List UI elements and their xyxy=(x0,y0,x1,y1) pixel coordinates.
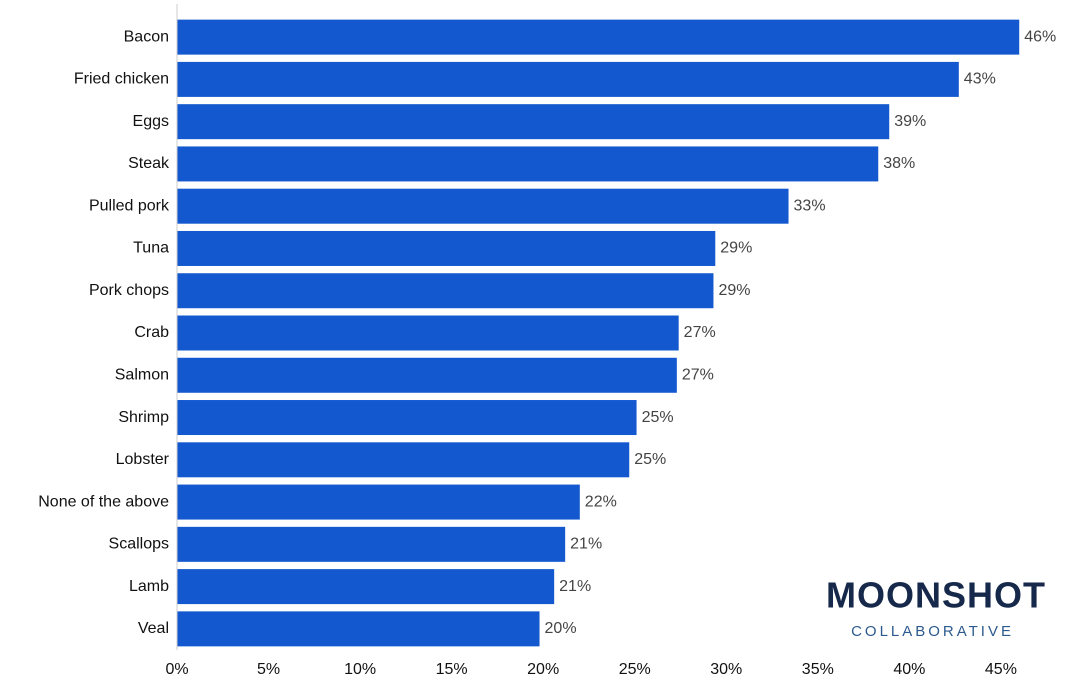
y-tick-label: Eggs xyxy=(133,113,169,130)
x-tick-label: 5% xyxy=(257,661,280,678)
value-label: 27% xyxy=(684,324,716,341)
bar xyxy=(177,61,959,97)
y-tick-label: Crab xyxy=(134,324,169,341)
value-label: 38% xyxy=(883,155,915,172)
bar xyxy=(177,569,555,605)
y-tick-label: Lamb xyxy=(129,578,169,595)
value-label: 25% xyxy=(642,409,674,426)
bar xyxy=(177,526,566,562)
value-label: 20% xyxy=(545,620,577,637)
y-tick-label: Bacon xyxy=(124,28,169,45)
bar xyxy=(177,400,637,436)
bar xyxy=(177,146,879,182)
bar xyxy=(177,188,789,224)
y-tick-label: Pulled pork xyxy=(89,197,170,214)
bar xyxy=(177,315,679,351)
value-label: 43% xyxy=(964,71,996,88)
value-label: 33% xyxy=(794,197,826,214)
bar xyxy=(177,230,716,266)
y-tick-label: Pork chops xyxy=(89,282,169,299)
bar xyxy=(177,19,1020,55)
logo-subtitle: COLLABORATIVE xyxy=(851,623,1014,640)
value-label: 21% xyxy=(559,578,591,595)
bar xyxy=(177,611,540,647)
x-tick-label: 10% xyxy=(344,661,376,678)
x-tick-label: 20% xyxy=(527,661,559,678)
bar xyxy=(177,273,714,309)
bar xyxy=(177,484,580,520)
x-tick-label: 25% xyxy=(619,661,651,678)
y-tick-label: Salmon xyxy=(115,366,169,383)
x-tick-label: 0% xyxy=(165,661,188,678)
value-label: 29% xyxy=(718,282,750,299)
y-tick-label: Fried chicken xyxy=(74,71,169,88)
logo-name: MOONSHOT xyxy=(826,575,1046,616)
value-label: 27% xyxy=(682,366,714,383)
x-tick-label: 15% xyxy=(436,661,468,678)
y-tick-label: Tuna xyxy=(133,240,169,257)
value-label: 39% xyxy=(894,113,926,130)
x-tick-label: 30% xyxy=(710,661,742,678)
value-label: 22% xyxy=(585,493,617,510)
y-tick-label: Steak xyxy=(128,155,170,172)
bar xyxy=(177,357,677,393)
value-label: 46% xyxy=(1024,28,1056,45)
x-tick-label: 35% xyxy=(802,661,834,678)
bar xyxy=(177,104,890,140)
value-label: 25% xyxy=(634,451,666,468)
x-tick-label: 45% xyxy=(985,661,1017,678)
y-tick-label: Lobster xyxy=(116,451,170,468)
y-tick-label: Shrimp xyxy=(118,409,169,426)
y-tick-label: Veal xyxy=(138,620,169,637)
y-tick-label: Scallops xyxy=(109,536,169,553)
bar xyxy=(177,442,630,478)
y-tick-label: None of the above xyxy=(38,493,169,510)
x-tick-label: 40% xyxy=(893,661,925,678)
value-label: 29% xyxy=(720,240,752,257)
value-label: 21% xyxy=(570,536,602,553)
